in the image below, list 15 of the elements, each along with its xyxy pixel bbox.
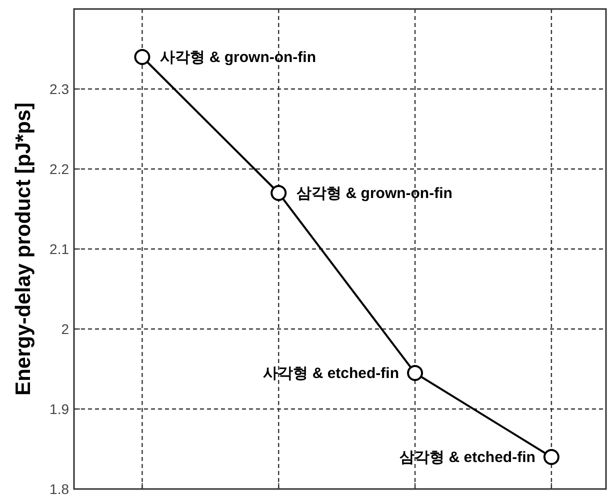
y-tick-label: 2.3 — [50, 81, 70, 97]
y-tick-label: 1.9 — [50, 401, 70, 417]
annotation: 삼각형 & grown-on-fin — [296, 185, 452, 202]
point — [407, 365, 424, 381]
y-tick-label: 1.8 — [50, 481, 70, 497]
y-tick-label: 2.2 — [50, 161, 70, 177]
y-axis-title: Energy-delay product [pJ*ps] — [12, 102, 35, 396]
y-tick-label: 2.1 — [50, 241, 70, 257]
annotation: 사각형 & etched-fin — [263, 365, 400, 382]
y-tick-label: 2 — [61, 321, 70, 337]
point — [134, 49, 150, 65]
point — [270, 185, 287, 201]
annotation: 사각형 & grown-on-fin — [160, 49, 316, 66]
point — [543, 449, 560, 465]
annotation: 삼각형 & etched-fin — [400, 449, 536, 466]
